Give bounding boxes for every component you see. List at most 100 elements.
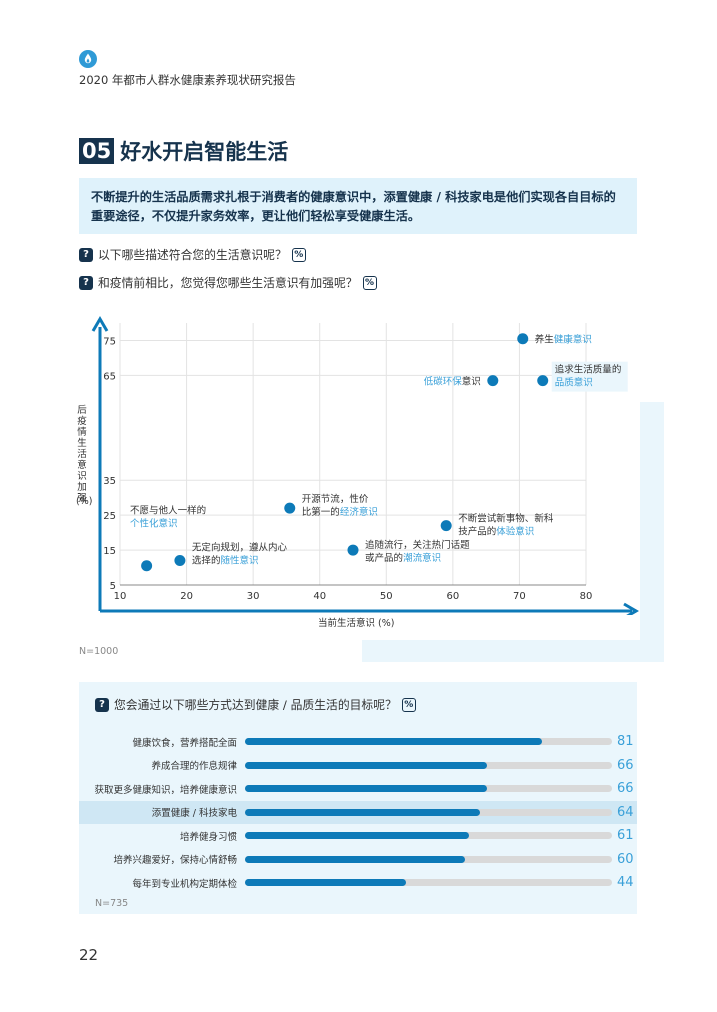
- bar-value-label: 44: [617, 875, 634, 891]
- percent-icon: %: [401, 697, 416, 712]
- scatter-point: [174, 555, 186, 567]
- x-tick-label: 20: [180, 591, 193, 602]
- bar-value-label: 66: [617, 757, 634, 773]
- point-label: 开源节流，性价: [302, 493, 369, 505]
- bar-track: [245, 832, 612, 840]
- bar-row: 培养健身习惯 61: [79, 824, 637, 848]
- bar-label: 健康饮食，营养搭配全面: [132, 737, 237, 749]
- bar-track: [245, 879, 612, 887]
- bar-row: 获取更多健康知识，培养健康意识 66: [79, 777, 637, 801]
- percent-icon: %: [362, 275, 377, 290]
- x-tick-label: 10: [114, 591, 127, 602]
- point-label: 不愿与他人一样的: [130, 504, 206, 516]
- section-heading: 05 好水开启智能生活: [79, 136, 288, 166]
- bar-fill: [245, 738, 543, 746]
- bar-value-label: 60: [617, 851, 634, 867]
- bar-track: [245, 738, 612, 746]
- bar-fill: [245, 785, 488, 793]
- point-label: 比第一的经济意识: [302, 506, 378, 518]
- bar-value-label: 64: [617, 804, 634, 820]
- question-1-text: 以下哪些描述符合您的生活意识呢？: [98, 248, 287, 262]
- question-3: ? 您会通过以下哪些方式达到健康 / 品质生活的目标呢？ %: [95, 696, 416, 713]
- question-mark-icon: ?: [95, 697, 109, 712]
- bar-fill: [245, 761, 488, 769]
- scatter-point: [284, 502, 296, 514]
- section-title: 好水开启智能生活: [120, 140, 289, 164]
- y-axis-unit: (%): [76, 496, 93, 507]
- point-label: 养生健康意识: [535, 334, 592, 346]
- page-number: 22: [79, 946, 99, 964]
- x-axis-label: 当前生活意识 (%): [318, 618, 395, 629]
- question-2-text: 和疫情前相比，您觉得您哪些生活意识有加强呢？: [98, 276, 358, 290]
- bar-label: 每年到专业机构定期体检: [132, 878, 237, 890]
- question-2: ? 和疫情前相比，您觉得您哪些生活意识有加强呢？ %: [79, 274, 377, 291]
- bar-row: 培养兴趣爱好，保持心情舒畅 60: [79, 848, 637, 872]
- x-tick-label: 80: [580, 591, 593, 602]
- x-tick-label: 50: [380, 591, 393, 602]
- point-label: 个性化意识: [130, 517, 178, 529]
- bar-label: 添置健康 / 科技家电: [151, 808, 237, 820]
- background-decoration: [362, 640, 664, 662]
- bar-track: [245, 761, 612, 769]
- point-label: 品质意识: [555, 377, 593, 389]
- question-mark-icon: ?: [79, 247, 93, 262]
- y-tick-label: 25: [103, 511, 116, 522]
- point-label: 不断尝试新事物、新科: [458, 513, 554, 525]
- bar-label: 培养健身习惯: [179, 831, 237, 843]
- y-axis-arrowhead: [91, 316, 109, 332]
- bar-chart-panel: [79, 682, 637, 914]
- percent-icon: %: [291, 247, 306, 262]
- bar-row: 每年到专业机构定期体检 44: [79, 871, 637, 895]
- x-tick-label: 30: [247, 591, 260, 602]
- bar-row: 添置健康 / 科技家电 64: [79, 800, 637, 824]
- bar-fill: [245, 855, 466, 863]
- point-label: 追随流行，关注热门话题: [365, 539, 470, 551]
- water-drop-logo-icon: [79, 50, 97, 68]
- sample-size-note-2: N=735: [95, 898, 129, 909]
- question-3-text: 您会通过以下哪些方式达到健康 / 品质生活的目标呢？: [114, 698, 397, 712]
- bar-track: [245, 808, 612, 816]
- scatter-point: [487, 375, 499, 387]
- bar-chart: 健康饮食，营养搭配全面 81 养成合理的作息规律 66 获取更多健康知识，培养健康意识 6…: [79, 730, 637, 895]
- point-label: 选择的随性意识: [192, 555, 259, 567]
- question-1: ? 以下哪些描述符合您的生活意识呢？ %: [79, 246, 306, 263]
- scatter-point: [537, 375, 549, 387]
- x-tick-label: 60: [446, 591, 459, 602]
- bar-fill: [245, 832, 469, 840]
- scatter-point: [141, 560, 153, 572]
- bar-fill: [245, 879, 407, 887]
- bar-track: [245, 785, 612, 793]
- bar-value-label: 66: [617, 781, 634, 797]
- bar-value-label: 81: [617, 734, 634, 750]
- bar-track: [245, 855, 612, 863]
- bar-value-label: 61: [617, 828, 634, 844]
- background-decoration: [640, 402, 664, 652]
- point-label: 技产品的体验意识: [458, 526, 534, 538]
- point-label: 或产品的潮流意识: [365, 552, 441, 564]
- scatter-point: [440, 520, 452, 532]
- y-tick-label: 15: [103, 546, 116, 557]
- x-tick-label: 40: [313, 591, 326, 602]
- y-tick-label: 65: [103, 371, 116, 382]
- bar-label: 养成合理的作息规律: [151, 761, 237, 773]
- intro-callout: 不断提升的生活品质需求扎根于消费者的健康意识中，添置健康 / 科技家电是他们实现…: [79, 178, 637, 234]
- scatter-point: [347, 544, 359, 556]
- label-background: [551, 361, 628, 392]
- question-mark-icon: ?: [79, 275, 93, 290]
- point-label: 无定向规划，遵从内心: [192, 542, 288, 554]
- section-number: 05: [79, 138, 115, 164]
- point-label: 追求生活质量的: [555, 364, 622, 376]
- bar-row: 养成合理的作息规律 66: [79, 754, 637, 778]
- y-axis-label: 后疫情生活意识加强: [77, 405, 87, 504]
- sample-size-note: N=1000: [79, 646, 119, 657]
- x-tick-label: 70: [513, 591, 526, 602]
- bar-label: 获取更多健康知识，培养健康意识: [94, 784, 237, 796]
- bar-row: 健康饮食，营养搭配全面 81: [79, 730, 637, 754]
- bar-fill: [245, 808, 480, 816]
- scatter-chart: 10 20 30 40 50 60 70 80 5 15 25 35 65 75 养生健康意识追求生活质量的…: [91, 316, 639, 615]
- report-title: 2020 年都市人群水健康素养现状研究报告: [79, 73, 296, 87]
- y-tick-label: 75: [103, 336, 116, 347]
- x-axis-arrowhead: [623, 602, 639, 615]
- y-tick-label: 5: [110, 581, 116, 592]
- point-label: 低碳环保意识: [424, 376, 481, 388]
